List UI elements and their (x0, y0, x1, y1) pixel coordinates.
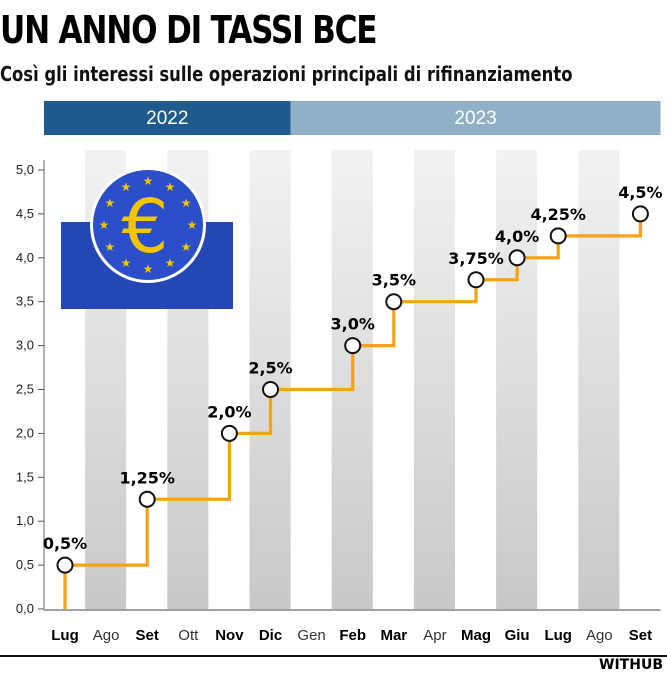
y-axis: 0,0 0,5 1,0 1,5 2,0 2,5 3,0 3,5 4,0 4,5 5,0 (16, 160, 45, 616)
rate-label: 4,25% (530, 205, 586, 224)
x-tick-label: Mag (461, 627, 491, 644)
rate-label: 3,5% (372, 271, 416, 290)
rate-label: 0,5% (43, 534, 87, 553)
y-tick-label: 3,0 (16, 338, 34, 353)
logo-star: ★ (121, 256, 132, 270)
rate-label: 4,0% (495, 227, 539, 246)
logo-star: ★ (121, 180, 132, 194)
year-label: 2022 (146, 108, 188, 129)
y-tick-label: 0,0 (16, 601, 34, 616)
ecb-euro-logo-icon: ★★★★★★★★★ ★ ★★€ (61, 167, 233, 309)
logo-star: ★ (143, 174, 154, 188)
x-tick-label: Mar (380, 627, 407, 644)
y-tick-label: 4,0 (16, 250, 34, 265)
page-title: UN ANNO DI TASSI BCE (0, 8, 378, 52)
bottom-rule (0, 655, 667, 657)
rate-labels: 0,5% 1,25% 2,0% 2,5% 3,0% 3,5% 3,75% 4,0% 4,25% 4… (43, 183, 663, 553)
month-stripe (578, 150, 620, 609)
rate-point (549, 227, 567, 245)
logo-star: ★ (181, 240, 192, 254)
rate-step-line (63, 213, 642, 609)
euro-symbol: € (121, 184, 168, 270)
rate-point (467, 271, 485, 289)
y-tick-label: 0,5 (16, 557, 34, 572)
rate-point (508, 249, 526, 267)
x-tick-label: Ago (586, 627, 613, 644)
logo-star: ★ (165, 256, 176, 270)
rate-point (220, 424, 238, 442)
rate-point (631, 205, 649, 223)
rate-point (262, 381, 279, 398)
logo-star: ★ (187, 218, 198, 232)
logo-circle (93, 170, 203, 280)
x-tick-label: Lug (51, 627, 79, 644)
x-axis: Lug Ago Set Ott Nov Dic Gen Feb Mar Apr Mag Giu Lug A… (44, 609, 661, 644)
y-tick-label: 5,0 (16, 162, 34, 177)
x-tick-label: Nov (215, 627, 244, 644)
month-stripe (496, 150, 538, 609)
logo-star: ★ (105, 240, 116, 254)
y-tick-label: 2,5 (16, 382, 34, 397)
y-tick-label: 4,5 (16, 206, 34, 221)
logo-star: ★ (165, 180, 176, 194)
rate-point (344, 337, 362, 355)
x-tick-label: Set (629, 627, 652, 644)
rate-label: 3,75% (448, 249, 504, 268)
x-tick-label: Ott (178, 627, 199, 644)
page-subtitle: Così gli interessi sulle operazioni prin… (0, 62, 573, 86)
x-tick-label: Set (136, 627, 159, 644)
year-segment (290, 101, 661, 135)
x-tick-label: Giu (505, 627, 530, 644)
rate-label: 4,5% (618, 183, 662, 202)
year-segment (44, 101, 291, 135)
logo-star: ★ (99, 218, 110, 232)
y-tick-label: 1,5 (16, 469, 34, 484)
rate-point (138, 490, 156, 508)
x-tick-label: Lug (544, 627, 572, 644)
year-label: 2023 (454, 108, 496, 129)
logo-star: ★ (105, 196, 116, 210)
rate-label: 1,25% (119, 468, 175, 487)
x-tick-label: Dic (259, 627, 282, 644)
credit: WITHUB (599, 657, 663, 673)
rate-label: 2,5% (248, 359, 292, 378)
y-tick-label: 2,0 (16, 425, 34, 440)
rate-label: 2,0% (207, 402, 251, 421)
year-bar: 2022 2023 (44, 101, 661, 135)
x-tick-label: Gen (297, 627, 325, 644)
rate-point (385, 293, 403, 311)
y-tick-label: 3,5 (16, 294, 34, 309)
x-tick-label: Apr (423, 627, 446, 644)
rate-points (56, 205, 649, 574)
rate-label: 3,0% (331, 315, 375, 334)
x-tick-label: Ago (93, 627, 120, 644)
rate-line-path (63, 213, 642, 609)
rate-point (56, 556, 74, 574)
logo-star: ★ (181, 196, 192, 210)
logo-star: ★ (143, 262, 154, 276)
month-stripe (249, 150, 291, 609)
month-stripe (413, 150, 455, 609)
y-tick-label: 1,0 (16, 513, 34, 528)
x-tick-label: Feb (339, 627, 366, 644)
